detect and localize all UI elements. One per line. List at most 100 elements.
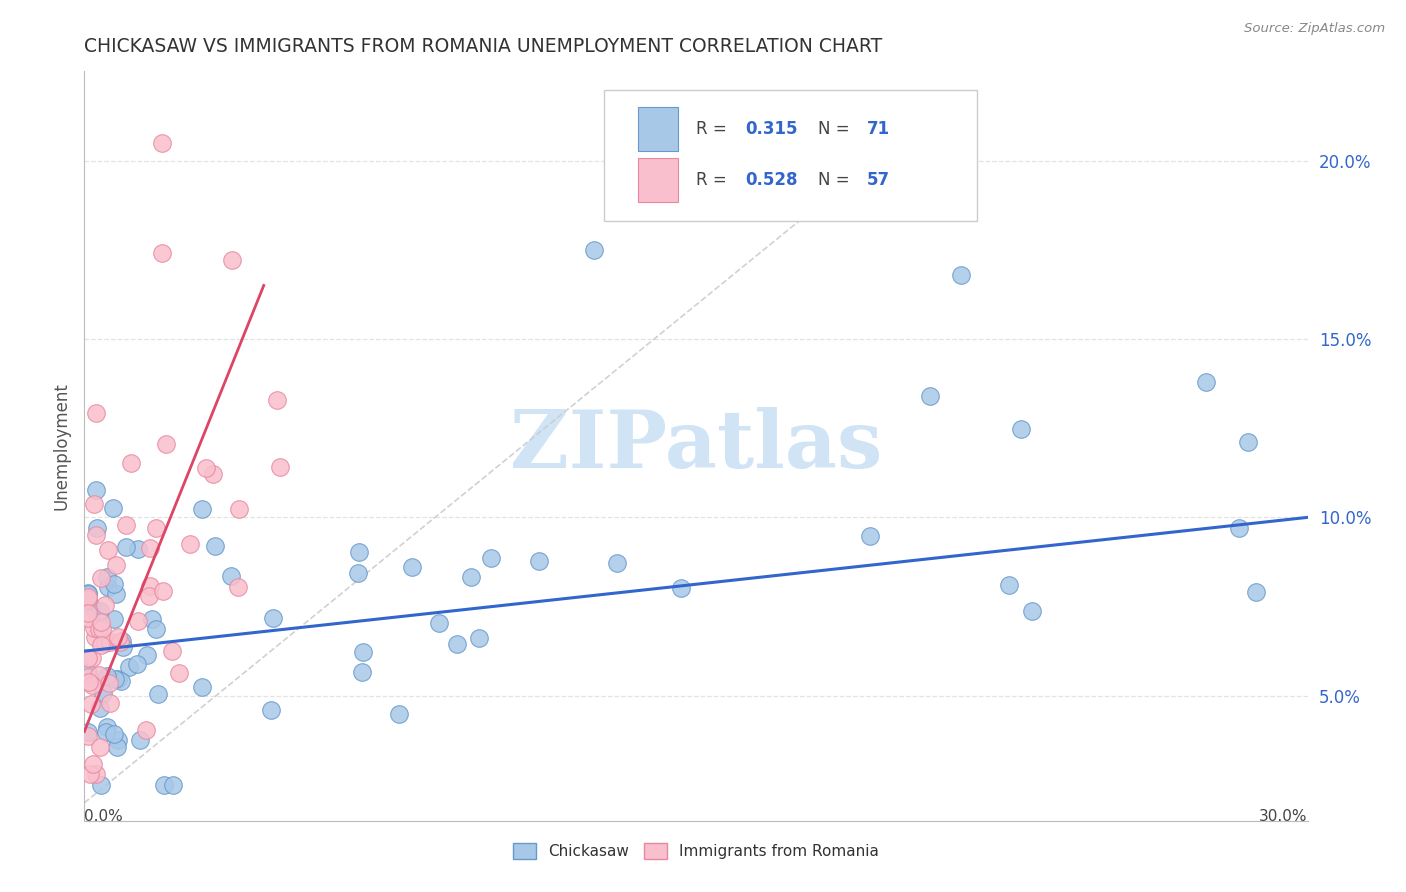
Point xyxy=(104,672,127,686)
Point xyxy=(108,634,131,648)
Point xyxy=(103,612,125,626)
Point xyxy=(1227,520,1250,534)
Point xyxy=(460,569,482,583)
Point xyxy=(606,556,628,570)
Point xyxy=(145,622,167,636)
Point xyxy=(87,668,110,682)
Point xyxy=(77,590,100,604)
Point xyxy=(671,582,693,596)
Point xyxy=(950,268,973,282)
Point xyxy=(84,527,107,541)
Text: R =: R = xyxy=(696,120,733,138)
Point xyxy=(141,612,163,626)
Point xyxy=(79,767,101,781)
Point xyxy=(91,622,114,636)
Point xyxy=(83,498,105,512)
Point xyxy=(97,580,120,594)
Text: 0.528: 0.528 xyxy=(745,171,797,189)
Point xyxy=(352,645,374,659)
Point xyxy=(80,678,103,692)
Point xyxy=(191,501,214,516)
Point xyxy=(107,672,129,686)
Text: ZIPatlas: ZIPatlas xyxy=(510,407,882,485)
Point xyxy=(96,570,118,584)
Point xyxy=(160,643,183,657)
Point xyxy=(77,607,100,621)
Text: 0.0%: 0.0% xyxy=(84,809,124,824)
Point xyxy=(111,634,134,648)
Text: R =: R = xyxy=(696,171,733,189)
Point xyxy=(139,579,162,593)
Point xyxy=(98,635,121,649)
Y-axis label: Unemployment: Unemployment xyxy=(52,382,70,510)
Point xyxy=(201,467,224,481)
Point xyxy=(89,701,111,715)
Point xyxy=(90,571,112,585)
Point xyxy=(77,670,100,684)
Point xyxy=(80,697,103,711)
Point xyxy=(107,630,129,644)
Point xyxy=(446,637,468,651)
Point xyxy=(401,560,423,574)
Point xyxy=(150,136,173,150)
Point xyxy=(1021,604,1043,618)
Point xyxy=(77,611,100,625)
Point xyxy=(150,246,173,260)
Point xyxy=(98,675,121,690)
Point xyxy=(190,680,212,694)
Point xyxy=(347,544,370,558)
Text: 0.315: 0.315 xyxy=(745,120,797,138)
Point xyxy=(77,585,100,599)
Point xyxy=(98,697,121,711)
Point xyxy=(94,725,117,739)
Point xyxy=(80,651,103,665)
Bar xyxy=(638,158,678,202)
Point xyxy=(77,729,100,743)
Point xyxy=(1246,585,1268,599)
Point xyxy=(1010,422,1032,436)
Point xyxy=(84,606,107,620)
Point xyxy=(429,615,451,630)
Point xyxy=(120,456,142,470)
Point xyxy=(115,540,138,554)
Point xyxy=(145,521,167,535)
Point xyxy=(262,611,284,625)
Legend: Chickasaw, Immigrants from Romania: Chickasaw, Immigrants from Romania xyxy=(506,838,886,865)
Point xyxy=(101,500,124,515)
Point xyxy=(583,243,606,257)
Point xyxy=(83,622,105,636)
Point xyxy=(90,615,112,630)
Point xyxy=(155,437,177,451)
Point xyxy=(89,623,111,637)
Bar xyxy=(638,107,678,151)
Point xyxy=(859,528,882,542)
Point xyxy=(112,640,135,654)
Point xyxy=(82,756,104,771)
Point xyxy=(387,706,409,721)
Point xyxy=(89,604,111,618)
Point xyxy=(105,587,128,601)
Point xyxy=(94,598,117,612)
Point xyxy=(260,703,283,717)
Point xyxy=(77,651,100,665)
Point xyxy=(129,732,152,747)
Point xyxy=(97,543,120,558)
Point xyxy=(96,669,118,683)
Point xyxy=(80,599,103,613)
Text: CHICKASAW VS IMMIGRANTS FROM ROMANIA UNEMPLOYMENT CORRELATION CHART: CHICKASAW VS IMMIGRANTS FROM ROMANIA UNE… xyxy=(84,37,883,56)
Point xyxy=(481,550,503,565)
Point xyxy=(84,767,107,781)
Point xyxy=(1237,434,1260,449)
Point xyxy=(84,406,107,420)
Point xyxy=(90,778,112,792)
Point xyxy=(167,665,190,680)
Point xyxy=(1195,375,1218,389)
Point xyxy=(136,648,159,662)
Point xyxy=(179,537,201,551)
Point xyxy=(94,636,117,650)
Point xyxy=(84,483,107,498)
Point xyxy=(467,631,489,645)
FancyBboxPatch shape xyxy=(605,90,977,221)
Text: 30.0%: 30.0% xyxy=(1260,809,1308,824)
Point xyxy=(138,589,160,603)
